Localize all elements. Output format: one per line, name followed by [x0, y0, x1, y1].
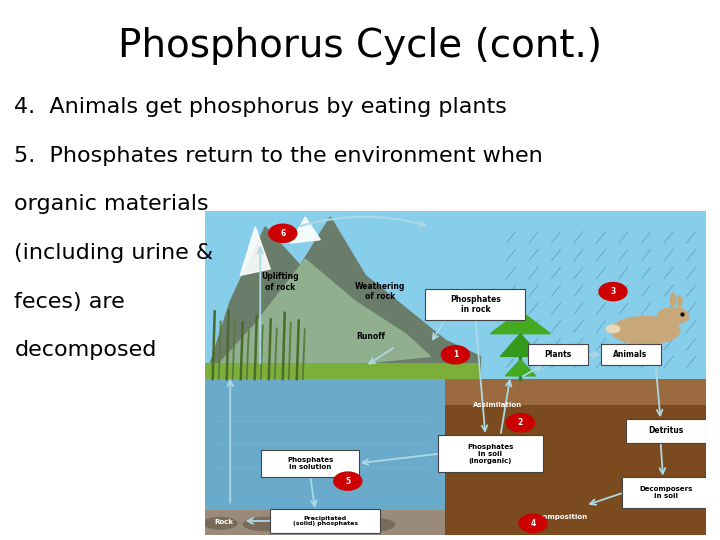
- Circle shape: [506, 414, 534, 432]
- Text: 4: 4: [531, 519, 536, 528]
- Text: Phosphorus Cycle (cont.): Phosphorus Cycle (cont.): [118, 27, 602, 65]
- Circle shape: [441, 346, 469, 364]
- Text: 2: 2: [518, 418, 523, 427]
- Ellipse shape: [611, 316, 680, 345]
- FancyBboxPatch shape: [438, 435, 543, 472]
- Circle shape: [519, 514, 547, 532]
- Ellipse shape: [606, 325, 621, 333]
- Circle shape: [334, 472, 362, 490]
- Text: 5: 5: [346, 477, 351, 485]
- Text: feces) are: feces) are: [14, 292, 125, 312]
- Polygon shape: [505, 360, 536, 376]
- Polygon shape: [240, 227, 270, 275]
- Bar: [205, 379, 446, 535]
- Polygon shape: [205, 217, 480, 379]
- FancyBboxPatch shape: [270, 509, 380, 532]
- Text: Uplifting
of rock: Uplifting of rock: [261, 272, 299, 292]
- Text: (including urine &: (including urine &: [14, 243, 214, 263]
- Text: decomposed: decomposed: [14, 340, 157, 360]
- Bar: [205, 363, 480, 379]
- Text: Assimilation: Assimilation: [473, 402, 523, 408]
- Text: Decomposers
in soil: Decomposers in soil: [639, 486, 692, 499]
- Circle shape: [269, 224, 297, 242]
- Bar: [205, 510, 446, 535]
- Text: Animals: Animals: [613, 350, 648, 359]
- Text: Phosphates
in rock: Phosphates in rock: [450, 295, 501, 314]
- Text: 3: 3: [611, 287, 616, 296]
- Text: 1: 1: [453, 350, 458, 359]
- Ellipse shape: [203, 517, 238, 530]
- FancyBboxPatch shape: [528, 345, 588, 365]
- Circle shape: [599, 282, 627, 301]
- FancyBboxPatch shape: [426, 289, 526, 320]
- Text: Rock: Rock: [215, 518, 234, 525]
- Polygon shape: [290, 217, 320, 243]
- Text: Weathering
of rock: Weathering of rock: [355, 282, 405, 301]
- Text: organic materials: organic materials: [14, 194, 209, 214]
- FancyBboxPatch shape: [600, 345, 660, 365]
- Bar: [446, 379, 706, 405]
- Ellipse shape: [670, 293, 676, 307]
- Polygon shape: [490, 311, 551, 334]
- Text: 6: 6: [280, 229, 285, 238]
- FancyBboxPatch shape: [626, 419, 706, 443]
- Text: Phosphates
in soil
(Inorganic): Phosphates in soil (Inorganic): [467, 443, 513, 464]
- Polygon shape: [205, 259, 431, 379]
- Ellipse shape: [657, 307, 689, 325]
- Text: Phosphates
in solution: Phosphates in solution: [287, 457, 333, 470]
- Ellipse shape: [300, 517, 341, 530]
- Text: Precipitated
(solid) phosphates: Precipitated (solid) phosphates: [293, 516, 358, 526]
- Text: Decomposition: Decomposition: [528, 514, 588, 520]
- Text: 5.  Phosphates return to the environment when: 5. Phosphates return to the environment …: [14, 146, 543, 166]
- FancyBboxPatch shape: [261, 449, 359, 477]
- Ellipse shape: [346, 517, 395, 532]
- Text: 4.  Animals get phosphorus by eating plants: 4. Animals get phosphorus by eating plan…: [14, 97, 508, 117]
- Polygon shape: [500, 334, 541, 356]
- Bar: [446, 379, 706, 535]
- Text: Plants: Plants: [544, 350, 572, 359]
- Ellipse shape: [677, 295, 683, 307]
- FancyBboxPatch shape: [622, 477, 709, 508]
- Ellipse shape: [243, 517, 288, 531]
- Text: Runoff: Runoff: [356, 333, 384, 341]
- Text: Detritus: Detritus: [648, 427, 683, 435]
- Bar: [205, 211, 706, 379]
